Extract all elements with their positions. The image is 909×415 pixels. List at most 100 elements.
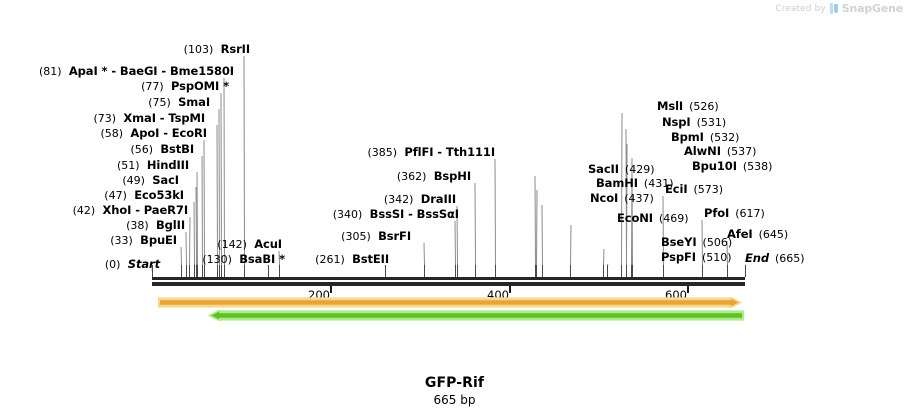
restriction-site-position: (538) [742,160,773,173]
restriction-site-label[interactable]: NspI (531) [662,116,726,129]
restriction-site-label[interactable]: NcoI (437) [590,192,654,205]
restriction-site-label[interactable]: SacII (429) [588,163,655,176]
restriction-site-position: (51) [116,159,140,172]
restriction-site-tick [621,265,622,277]
restriction-site-tick [244,265,245,277]
leader-line [185,231,187,266]
restriction-site-name: BpmI [671,130,704,144]
restriction-site-name: BsaBI * [239,252,285,266]
restriction-site-label[interactable]: (362) BspHI [397,170,471,183]
restriction-site-label[interactable]: MslI (526) [657,100,719,113]
restriction-site-label[interactable]: (49) SacI [122,174,179,187]
restriction-site-name: PspFI [661,250,696,264]
restriction-site-label[interactable]: PfoI (617) [704,207,765,220]
restriction-site-position: (56) [130,143,154,156]
restriction-site-position: (47) [104,189,127,202]
restriction-site-position: (0) [104,258,121,271]
restriction-site-label[interactable]: (305) BsrFI [341,230,411,243]
restriction-site-name: ApaI * - BaeGI - Bme1580I [68,64,234,78]
restriction-site-name: DraIII [420,192,456,206]
restriction-site-name: End [745,251,769,265]
restriction-site-tick [632,265,633,277]
restriction-site-label[interactable]: (38) BglII [126,219,185,232]
restriction-site-label[interactable]: End (665) [745,252,805,265]
restriction-site-label[interactable]: (103) RsrII [184,43,250,56]
restriction-site-tick [607,265,608,277]
restriction-site-tick [536,265,537,277]
forward-feature-arrow[interactable] [158,297,742,308]
restriction-site-label[interactable]: (58) ApoI - EcoRI [100,127,207,140]
restriction-site-name: BstEII [352,252,389,266]
restriction-site-label[interactable]: (51) HindIII [117,159,189,172]
restriction-site-tick [475,265,476,277]
restriction-site-label[interactable]: AlwNI (537) [684,145,756,158]
restriction-site-label[interactable]: EciI (573) [665,183,723,196]
restriction-site-tick [663,265,664,277]
restriction-site-label[interactable]: (342) DraIII [384,193,456,206]
restriction-site-position: (142) [217,238,247,251]
restriction-site-tick [152,265,153,277]
restriction-site-tick [626,265,627,277]
restriction-site-tick [745,265,746,277]
restriction-site-tick [181,265,182,277]
restriction-site-name: PfoI [704,206,730,220]
restriction-site-label[interactable]: EcoNI (469) [617,212,689,225]
restriction-site-name: BstBI [160,142,194,156]
restriction-site-position: (340) [332,208,363,221]
restriction-site-position: (531) [696,116,727,129]
restriction-site-label[interactable]: (75) SmaI [148,96,210,109]
restriction-site-name: BamHI [596,176,638,190]
restriction-site-position: (261) [315,253,345,266]
restriction-site-label[interactable]: (81) ApaI * - BaeGI - Bme1580I [39,65,234,78]
restriction-site-label[interactable]: (142) AcuI [217,238,282,251]
restriction-site-label[interactable]: PspFI (510) [661,251,732,264]
restriction-site-tick [727,265,728,277]
restriction-site-position: (665) [774,252,805,265]
restriction-site-position: (75) [148,96,171,109]
restriction-site-position: (617) [735,207,765,220]
sequence-backbone-lower-bar [152,282,745,286]
restriction-site-position: (469) [658,212,689,225]
restriction-site-name: XmaI - TspMI [123,111,205,125]
restriction-site-name: BglII [156,218,185,232]
leader-line [180,246,182,266]
leader-line [193,201,195,266]
restriction-site-name: NcoI [590,191,619,205]
restriction-site-label[interactable]: BseYI (506) [661,236,732,249]
restriction-site-label[interactable]: (33) BpuEI [110,234,177,247]
restriction-site-position: (510) [701,251,732,264]
restriction-site-label[interactable]: (261) BstEII [315,253,389,266]
restriction-site-name: Start [127,257,160,271]
restriction-site-position: (362) [396,170,427,183]
restriction-site-label[interactable]: (42) XhoI - PaeR7I [73,204,189,217]
restriction-site-label[interactable]: Bpu10I (538) [692,160,772,173]
restriction-site-label[interactable]: (77) PspOMI * [141,80,229,93]
leader-line [534,175,536,266]
construct-name-title: GFP-Rif [424,375,485,391]
snapgene-watermark: Created by SnapGene [775,2,903,15]
restriction-site-label[interactable]: (56) BstBI [130,143,194,156]
restriction-site-position: (342) [383,193,414,206]
restriction-site-label[interactable]: (340) BssSI - BssSαI [333,208,459,221]
restriction-site-label[interactable]: (73) XmaI - TspMI [94,112,206,125]
leader-line [541,204,543,266]
restriction-site-position: (526) [689,100,719,113]
restriction-site-position: (537) [726,145,757,158]
restriction-site-label[interactable]: BamHI (431) [596,177,674,190]
restriction-site-position: (77) [141,80,164,93]
restriction-site-label[interactable]: AfeI (645) [727,228,788,241]
restriction-site-label[interactable]: (130) BsaBI * [202,253,285,266]
restriction-site-tick [424,265,425,277]
restriction-site-position: (58) [100,127,124,140]
restriction-site-tick [535,265,536,277]
restriction-site-label[interactable]: (385) PflFI - Tth111I [367,146,495,159]
restriction-site-tick [279,265,280,277]
restriction-site-name: BseYI [661,235,697,249]
restriction-site-tick [196,265,197,277]
reverse-feature-arrow[interactable] [208,310,744,321]
restriction-site-label[interactable]: BpmI (532) [671,131,739,144]
restriction-site-name: BssSI - BssSαI [369,207,459,221]
construct-length-label: 665 bp [433,393,476,407]
restriction-site-label[interactable]: (47) Eco53kI [104,189,184,202]
